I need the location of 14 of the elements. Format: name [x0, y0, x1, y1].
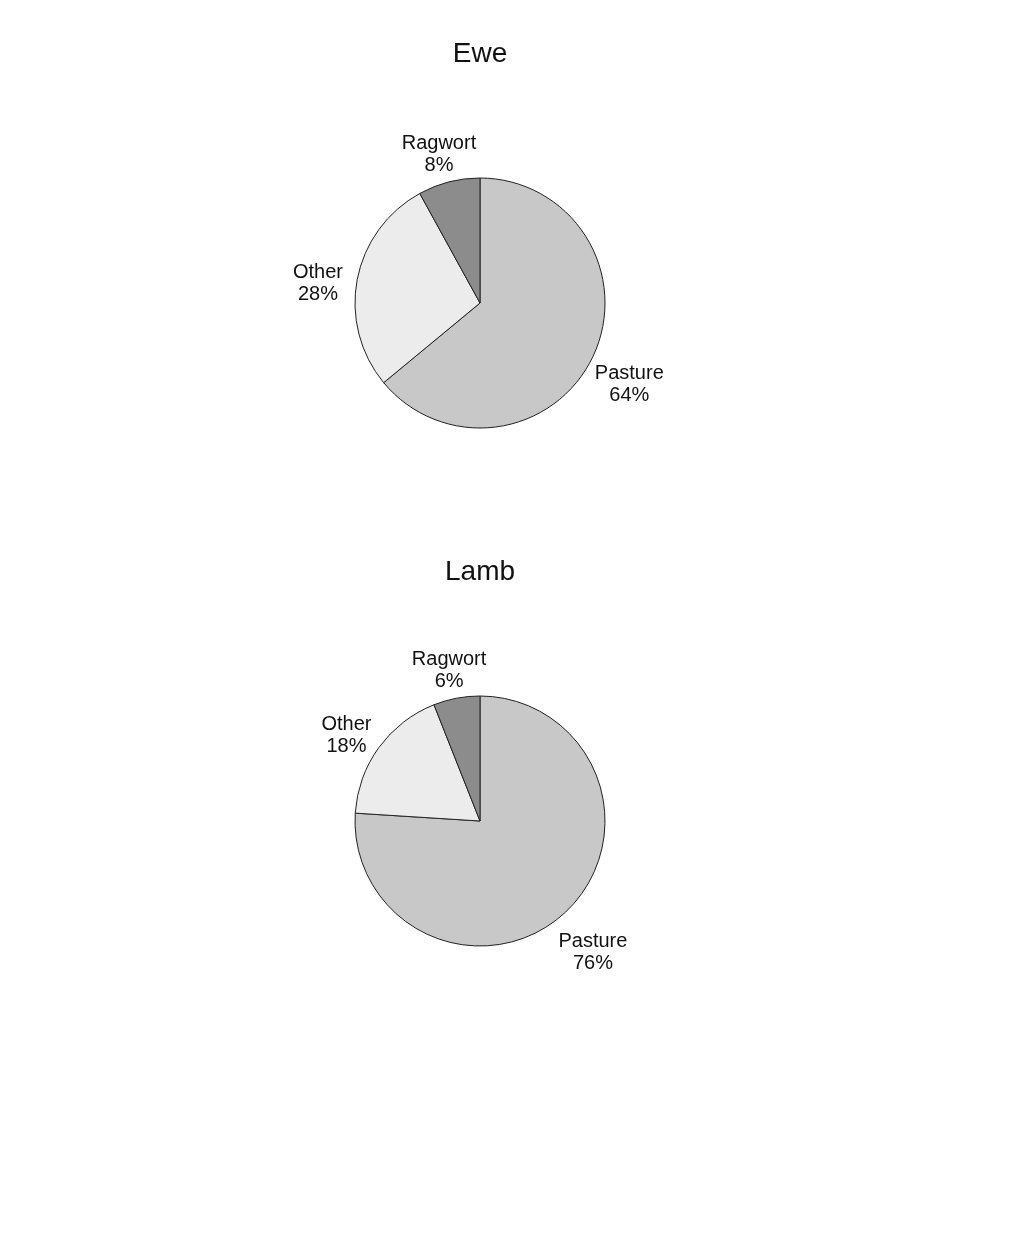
data-label: 8%	[424, 153, 454, 176]
data-label: 6%	[434, 668, 464, 691]
slice-label: Ragwort	[411, 646, 487, 669]
slice-label: Pasture	[594, 361, 664, 384]
slice-label: Other	[292, 260, 344, 283]
slice-label: Other	[321, 712, 372, 735]
slice-label: Pasture	[558, 929, 628, 952]
chart-title: Lamb	[444, 555, 516, 586]
chart-title: Ewe	[452, 37, 508, 68]
slice-label: Ragwort	[401, 131, 477, 154]
data-label: 76%	[572, 951, 614, 974]
data-label: 28%	[297, 282, 339, 305]
data-label: 64%	[609, 383, 650, 406]
data-label: 18%	[326, 734, 367, 757]
